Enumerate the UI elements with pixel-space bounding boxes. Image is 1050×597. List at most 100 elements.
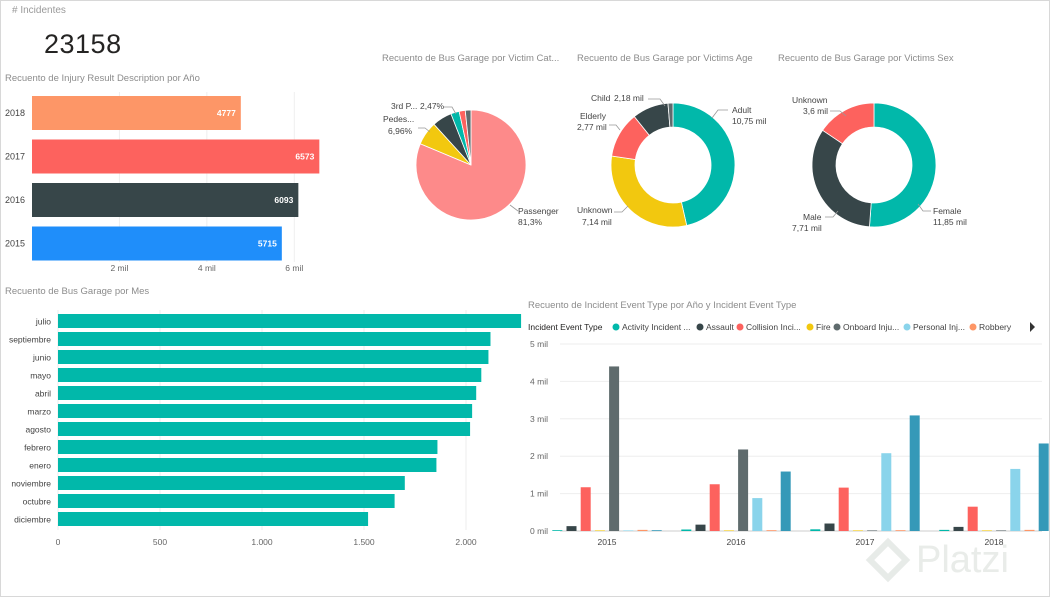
legend-next-icon[interactable] — [1030, 322, 1035, 332]
legend-item[interactable]: Robbery — [979, 322, 1012, 332]
x-tick-label: 6 mil — [285, 263, 303, 273]
platzi-logo-icon — [865, 537, 911, 583]
column-2017-slip-trip-fall[interactable] — [909, 415, 920, 531]
bar-month-abril[interactable] — [58, 386, 477, 400]
slice-value-label: 2,47% — [420, 101, 445, 111]
legend-item[interactable]: Assault — [706, 322, 735, 332]
column-2018-collision-inci-[interactable] — [967, 506, 978, 531]
bar-month-enero[interactable] — [58, 458, 437, 472]
legend-item[interactable]: Collision Inci... — [746, 322, 801, 332]
column-2016-robbery[interactable] — [766, 530, 777, 531]
column-2017-robbery[interactable] — [895, 530, 906, 531]
y-category-label: julio — [35, 317, 51, 327]
column-2018-robbery[interactable] — [1024, 529, 1035, 531]
column-2018-activity-incident-[interactable] — [939, 529, 950, 531]
column-2018-personal-inj-[interactable] — [1010, 468, 1021, 531]
x-tick-label: 2 mil — [110, 263, 128, 273]
legend-marker — [806, 323, 814, 331]
y-tick-label: 0 mil — [530, 526, 548, 536]
slice-value-label: 7,71 mil — [792, 223, 822, 233]
bar-month-octubre[interactable] — [58, 494, 395, 508]
platzi-watermark: Platzi — [865, 537, 1046, 588]
slice-value-label: 10,75 mil — [732, 116, 767, 126]
bar-data-label: 6093 — [274, 195, 293, 205]
column-2016-slip-trip-fall[interactable] — [780, 471, 791, 531]
column-2015-personal-inj-[interactable] — [623, 530, 634, 531]
slice-value-label: 11,85 mil — [933, 217, 967, 227]
legend-marker — [736, 323, 744, 331]
leader-line — [609, 124, 621, 131]
pie-slice-unknown[interactable] — [610, 155, 688, 228]
pie-slice-unknown[interactable] — [822, 102, 875, 145]
legend-item[interactable]: Onboard Inju... — [843, 322, 899, 332]
column-2017-activity-incident-[interactable] — [810, 529, 821, 531]
bar-month-febrero[interactable] — [58, 440, 438, 454]
bar-month-julio[interactable] — [58, 314, 522, 328]
column-2016-fire[interactable] — [723, 530, 734, 531]
pie-slice-other-3[interactable] — [464, 109, 472, 166]
bar-month-diciembre[interactable] — [58, 512, 369, 526]
column-2015-fire[interactable] — [594, 530, 605, 531]
column-2016-activity-incident-[interactable] — [681, 529, 692, 531]
y-category-label: junio — [32, 353, 51, 363]
column-2017-assault[interactable] — [824, 523, 835, 531]
y-category-label: diciembre — [14, 515, 51, 525]
pie-slice-adult[interactable] — [672, 102, 736, 226]
x-category-label: 2015 — [598, 537, 617, 547]
y-tick-label: 2 mil — [530, 451, 548, 461]
incidents-card-value[interactable]: 23158 — [44, 29, 122, 59]
slice-value-label: 6,96% — [388, 126, 413, 136]
bar-month-marzo[interactable] — [58, 404, 473, 418]
y-category-label: abril — [35, 389, 51, 399]
y-tick-label: 1 mil — [530, 489, 548, 499]
column-2018-fire[interactable] — [981, 530, 992, 531]
y-category-label: 2018 — [5, 108, 25, 118]
column-2016-personal-inj-[interactable] — [752, 498, 763, 531]
slice-name-label: Child — [591, 93, 611, 103]
slice-name-label: Unknown — [792, 95, 828, 105]
bar-year-2016[interactable] — [32, 183, 299, 217]
y-category-label: marzo — [27, 407, 51, 417]
legend-marker — [903, 323, 911, 331]
bar-year-2017[interactable] — [32, 139, 320, 174]
column-2015-onboard-inju-[interactable] — [609, 366, 620, 531]
slice-name-label: Unknown — [577, 205, 613, 215]
bar-month-agosto[interactable] — [58, 422, 471, 436]
platzi-watermark-text: Platzi — [916, 539, 1009, 581]
bar-month-junio[interactable] — [58, 350, 489, 364]
column-2016-collision-inci-[interactable] — [709, 484, 720, 531]
bar-month-mayo[interactable] — [58, 368, 482, 382]
column-2016-onboard-inju-[interactable] — [738, 449, 749, 531]
column-2018-assault[interactable] — [953, 526, 964, 531]
column-2015-assault[interactable] — [566, 526, 577, 531]
victims-sex-title: Recuento de Bus Garage por Victims Sex — [778, 53, 954, 64]
column-2015-activity-incident-[interactable] — [552, 530, 563, 531]
column-2015-slip-trip-fall[interactable] — [651, 530, 662, 531]
bar-month-septiembre[interactable] — [58, 332, 491, 346]
column-2017-personal-inj-[interactable] — [881, 453, 892, 531]
bar-month-noviembre[interactable] — [58, 476, 405, 490]
x-tick-label: 1.500 — [353, 537, 375, 547]
column-2018-slip-trip-fall[interactable] — [1038, 443, 1049, 531]
legend-item[interactable]: Fire — [816, 322, 831, 332]
y-category-label: enero — [29, 461, 51, 471]
column-2017-onboard-inju-[interactable] — [867, 530, 878, 531]
column-2017-fire[interactable] — [852, 530, 863, 531]
slice-value-label: 81,3% — [518, 217, 543, 227]
column-2018-onboard-inju-[interactable] — [996, 530, 1007, 531]
column-2017-collision-inci-[interactable] — [838, 487, 849, 531]
pie-slice-female[interactable] — [869, 102, 937, 228]
bar-year-2015[interactable] — [32, 226, 282, 261]
leader-line — [917, 203, 931, 212]
column-2015-robbery[interactable] — [637, 529, 648, 531]
slice-value-label: 2,18 mil — [614, 93, 644, 103]
legend-item[interactable]: Activity Incident ... — [622, 322, 691, 332]
bar-year-2018[interactable] — [32, 96, 241, 130]
column-2015-collision-inci-[interactable] — [580, 487, 591, 531]
legend-item[interactable]: Personal Inj... — [913, 322, 965, 332]
slice-name-label: Female — [933, 206, 962, 216]
y-tick-label: 5 mil — [530, 339, 548, 349]
column-2016-assault[interactable] — [695, 524, 706, 531]
pie-slice-other[interactable] — [667, 102, 674, 128]
y-category-label: 2015 — [5, 239, 25, 249]
